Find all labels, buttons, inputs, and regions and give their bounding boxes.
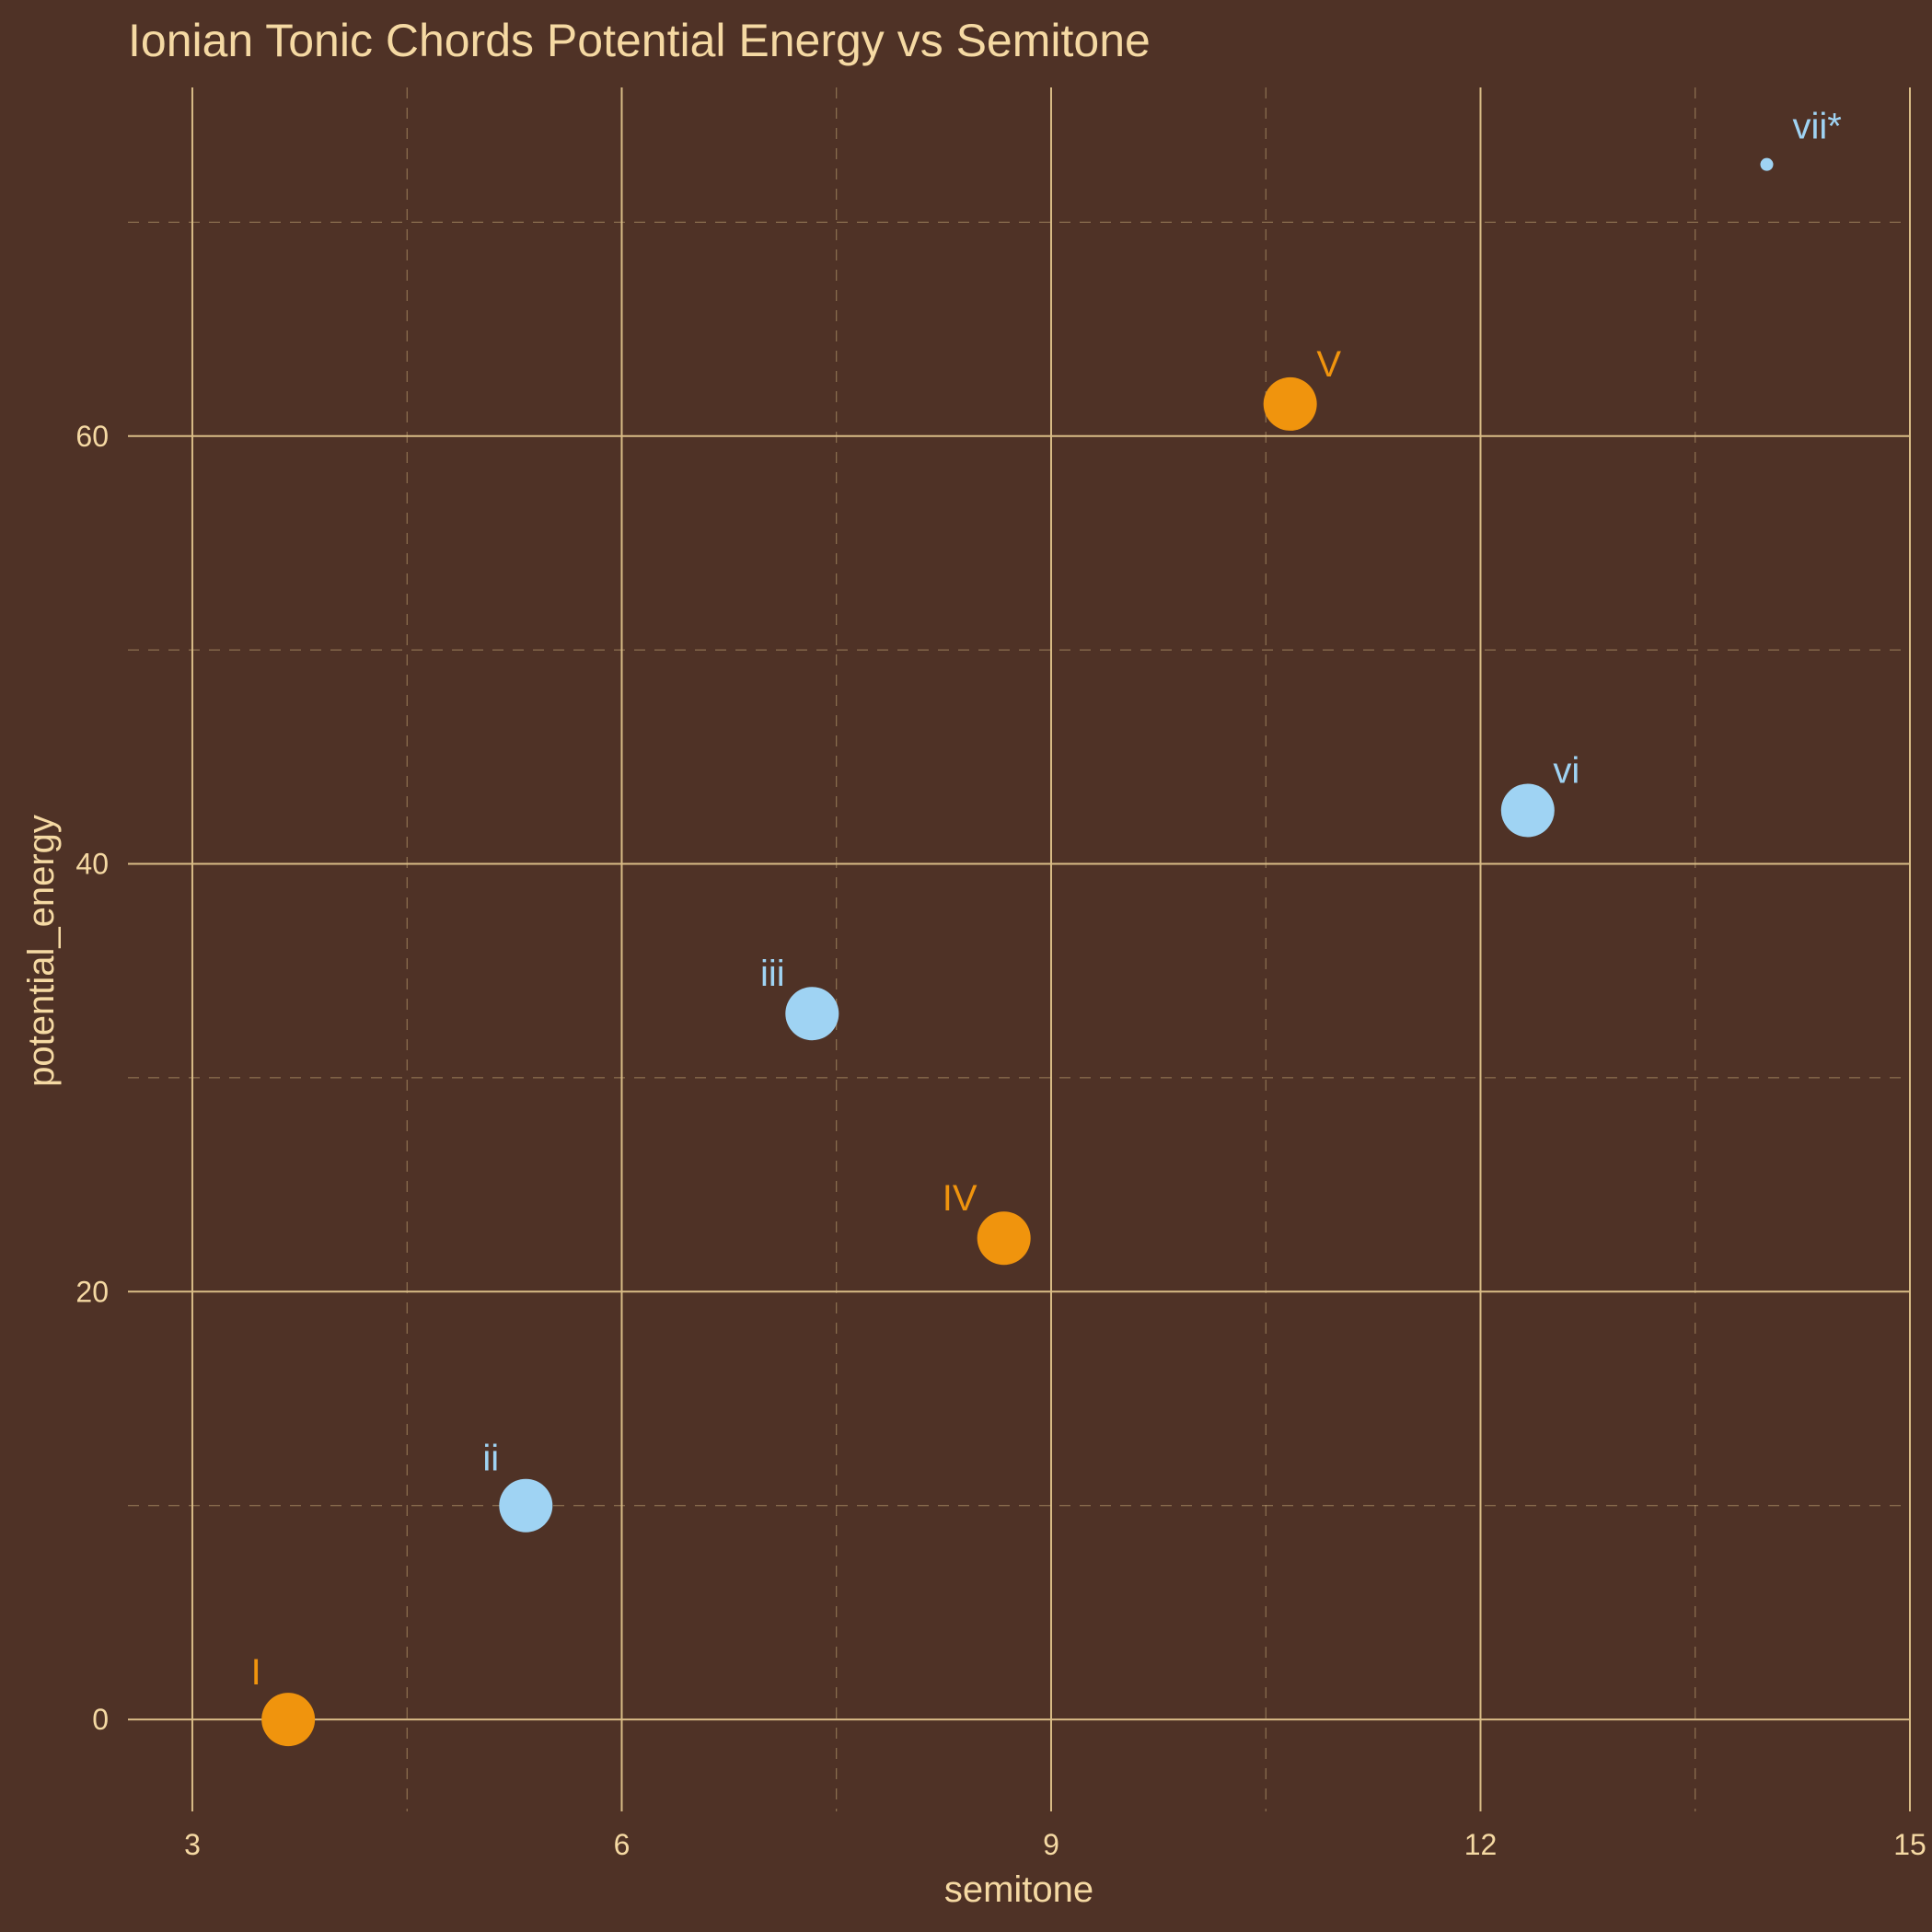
x-tick-label: 6 (614, 1828, 631, 1861)
data-label: ii (482, 1439, 499, 1479)
y-tick-label: 0 (92, 1703, 109, 1736)
data-point (1263, 376, 1317, 431)
data-point (261, 1693, 316, 1747)
y-tick-label: 40 (75, 848, 109, 881)
data-point (785, 987, 839, 1041)
data-label: vii* (1792, 107, 1841, 147)
x-tick-label: 3 (184, 1828, 201, 1861)
data-label: iii (760, 954, 785, 994)
y-tick-label: 20 (75, 1275, 109, 1308)
tick-labels: 3 6 9 12 15 0 20 40 60 (75, 420, 1926, 1861)
y-axis-title: potential_energy (21, 815, 62, 1087)
data-label: vi (1553, 750, 1579, 791)
data-label: I (251, 1652, 261, 1693)
data-label: IV (943, 1178, 978, 1219)
grid-layer (128, 87, 1911, 1811)
data-label: V (1316, 344, 1341, 385)
x-tick-label: 15 (1893, 1828, 1926, 1861)
data-point (1760, 157, 1774, 171)
data-point (1500, 783, 1555, 838)
y-tick-label: 60 (75, 420, 109, 453)
x-axis-title: semitone (944, 1869, 1093, 1910)
chart-title: Ionian Tonic Chords Potential Energy vs … (128, 15, 1151, 66)
data-point (977, 1211, 1031, 1266)
data-point (499, 1478, 553, 1533)
x-tick-label: 12 (1464, 1828, 1498, 1861)
x-tick-label: 9 (1043, 1828, 1059, 1861)
